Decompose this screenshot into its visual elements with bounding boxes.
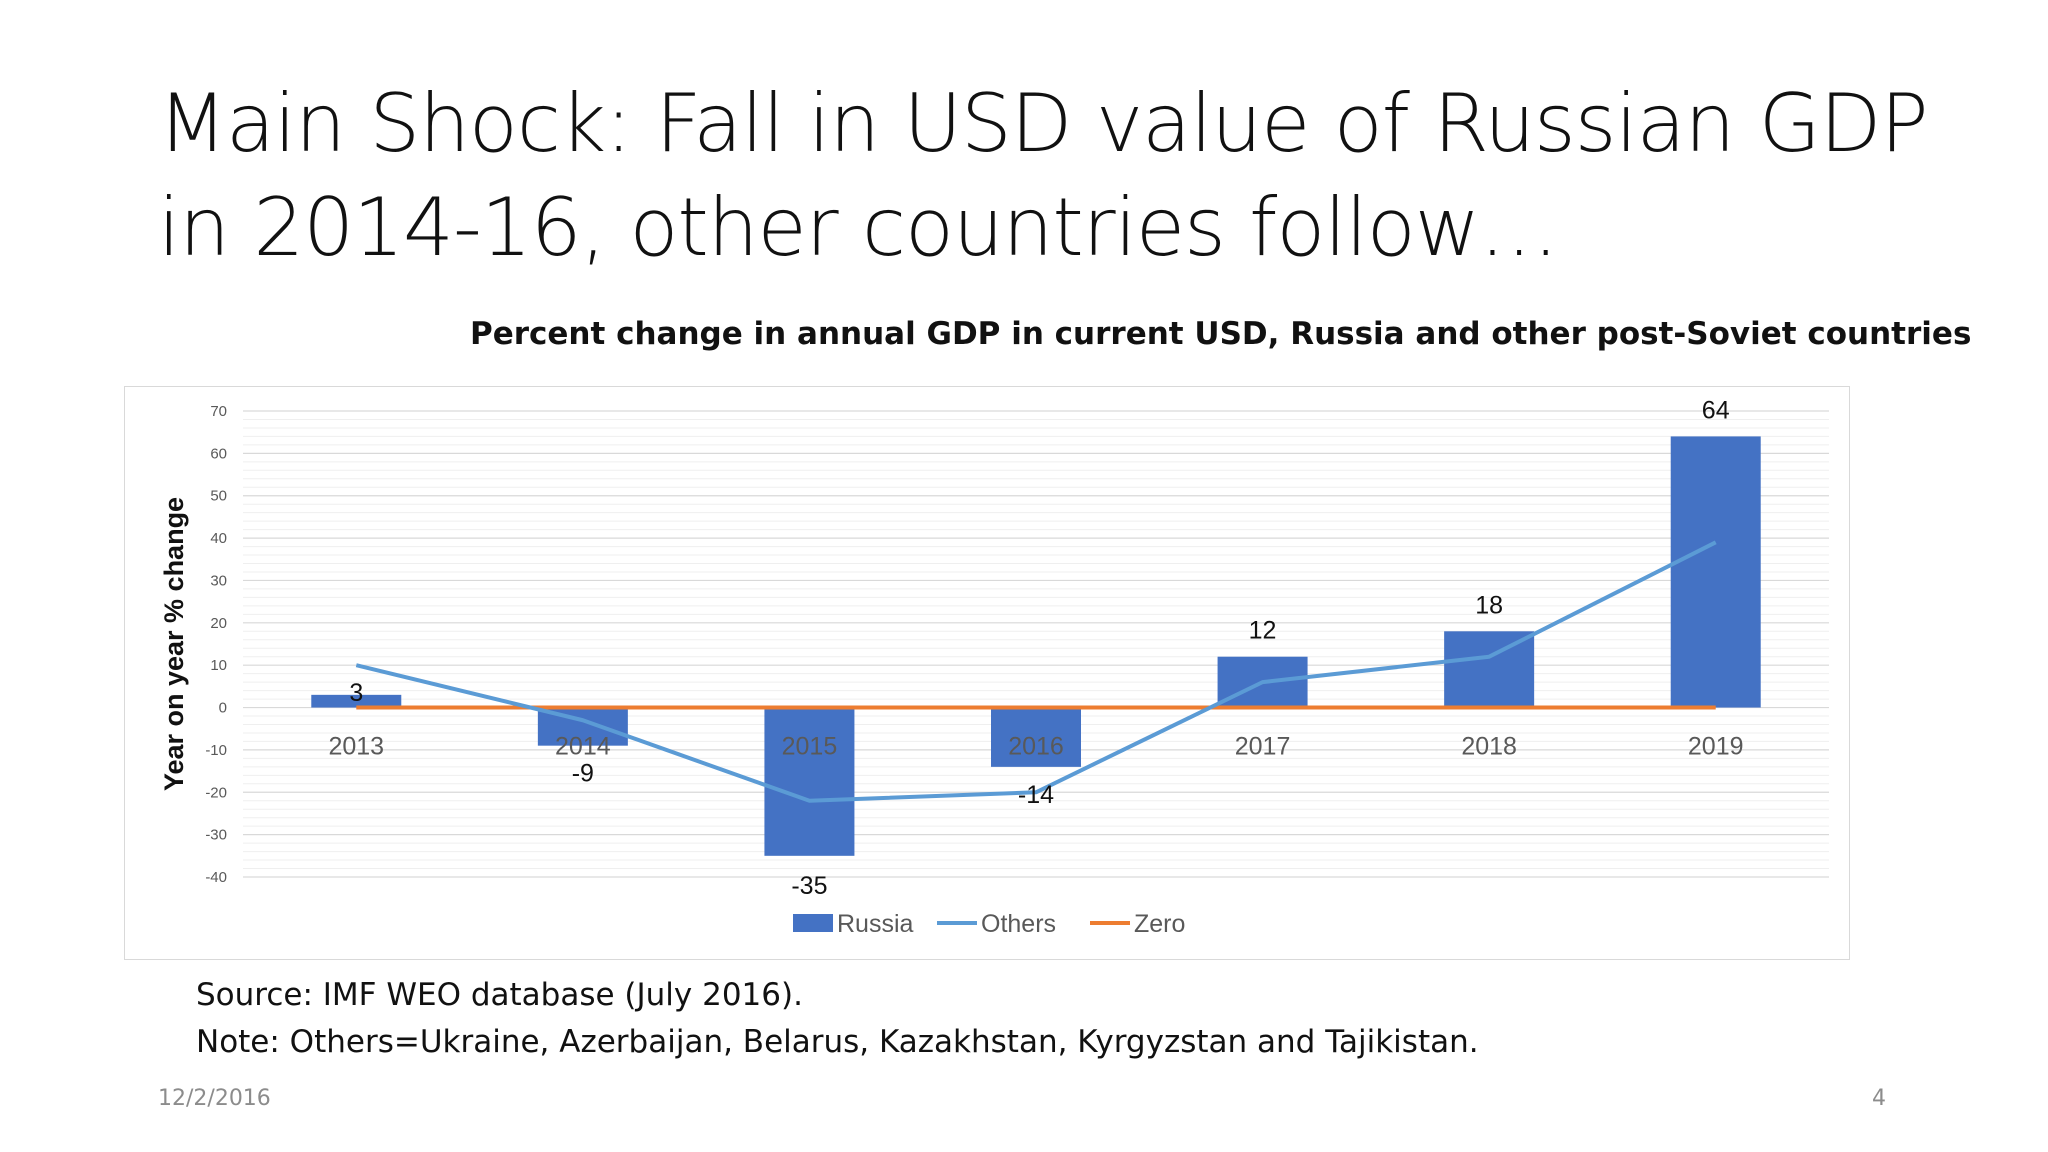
notes: Source: IMF WEO database (July 2016). No…	[196, 972, 1479, 1066]
chart: 70 60 50 40 30 20 10 0 -10 -20 -30 -40 Year on year …	[159, 396, 1829, 938]
y-tick-label: -20	[205, 784, 227, 801]
bar-russia-2015	[764, 707, 855, 856]
slide-title: Main Shock: Fall in USD value of Russian…	[158, 72, 1958, 280]
bar-russia-2018	[1444, 631, 1535, 708]
x-tick-label: 2014	[555, 733, 611, 761]
y-tick-label: 50	[210, 488, 227, 505]
x-tick-label: 2018	[1461, 733, 1517, 761]
bar-data-label: 12	[1249, 617, 1277, 645]
x-tick-label: 2015	[782, 733, 838, 761]
footer-date: 12/2/2016	[158, 1086, 271, 1111]
y-tick-label: -30	[205, 827, 227, 844]
bar-data-label: -9	[572, 760, 594, 788]
chart-frame: 70 60 50 40 30 20 10 0 -10 -20 -30 -40 Year on year …	[124, 386, 1850, 960]
bar-russia-2013	[311, 694, 402, 708]
bar-data-label: 64	[1702, 396, 1730, 424]
y-tick-label: -40	[205, 869, 227, 886]
legend-label-russia: Russia	[837, 910, 914, 938]
x-tick-label: 2016	[1008, 733, 1064, 761]
x-tick-label: 2017	[1235, 733, 1291, 761]
y-tick-label: 30	[210, 572, 227, 589]
legend-label-zero: Zero	[1134, 910, 1185, 938]
bar-data-label: -14	[1018, 781, 1054, 809]
source-note: Source: IMF WEO database (July 2016).	[196, 977, 803, 1013]
chart-title: Percent change in annual GDP in current …	[470, 316, 1972, 352]
slide-title-line-2: in 2014-16, other countries follow…	[158, 181, 1559, 274]
y-tick-label: -10	[205, 742, 227, 759]
slide-title-line-1: Main Shock: Fall in USD value of Russian…	[158, 77, 1929, 170]
bar-data-label: 18	[1475, 591, 1503, 619]
legend-swatch-russia	[793, 914, 833, 932]
bar-russia-2016	[991, 707, 1081, 767]
y-tick-label: 0	[219, 700, 227, 717]
y-tick-label: 20	[210, 615, 227, 632]
y-tick-label: 60	[210, 445, 227, 462]
y-tick-label: 40	[210, 530, 227, 547]
footer-page-number: 4	[1872, 1086, 1886, 1111]
y-axis-title: Year on year % change	[159, 497, 189, 791]
legend-label-others: Others	[981, 910, 1056, 938]
bar-russia-2019	[1670, 436, 1761, 708]
y-tick-label: 10	[210, 657, 227, 674]
bar-data-label: 3	[349, 679, 363, 707]
bar-data-label: -35	[791, 872, 827, 900]
y-tick-label: 70	[210, 403, 227, 420]
x-tick-label: 2013	[328, 733, 384, 761]
line-others	[355, 540, 1717, 803]
countries-note: Note: Others=Ukraine, Azerbaijan, Belaru…	[196, 1024, 1479, 1060]
x-tick-label: 2019	[1688, 733, 1744, 761]
